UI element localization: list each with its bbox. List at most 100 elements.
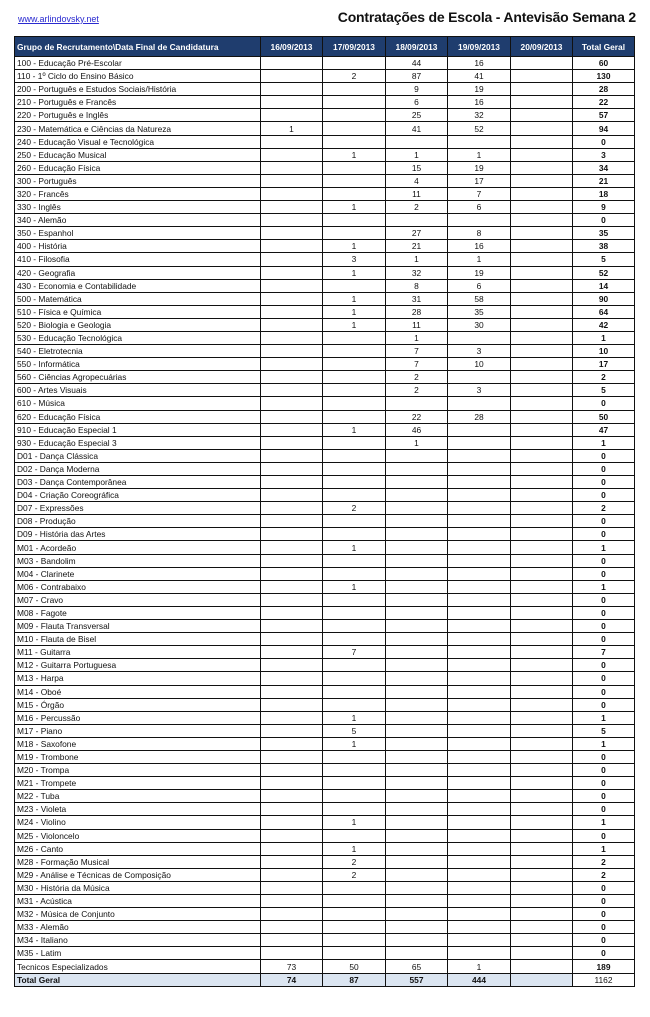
table-row: M17 - Piano 5 5 (14, 723, 635, 738)
value-cell: 3 (447, 344, 511, 359)
value-cell: 35 (447, 304, 511, 319)
value-cell (510, 710, 573, 725)
value-cell (260, 527, 323, 542)
value-cell (322, 226, 386, 241)
group-name-cell: 520 - Biologia e Geologia (14, 317, 261, 332)
value-cell (260, 776, 323, 791)
value-cell (447, 749, 511, 765)
table-row: Tecnicos Especializados 73 50 65 1 189 (14, 959, 635, 974)
table-row: D02 - Dança Moderna 0 (14, 461, 635, 477)
value-cell (447, 605, 511, 621)
value-cell (447, 632, 511, 647)
table-row: 220 - Português e Inglês 25 32 57 (14, 108, 635, 123)
site-link[interactable]: www.arlindovsky.net (18, 14, 99, 24)
group-name-cell: 320 - Francês (14, 186, 261, 202)
value-cell (510, 828, 573, 843)
value-cell (260, 186, 323, 202)
total-cell: 60 (572, 55, 635, 71)
value-cell (260, 252, 323, 267)
value-cell (322, 697, 386, 712)
total-cell: 0 (572, 789, 635, 804)
group-name-cell: M32 - Música de Conjunto (14, 907, 261, 922)
value-cell (510, 121, 573, 136)
value-cell (385, 645, 448, 660)
grand-total-row: Total Geral 74 87 557 444 1162 (14, 972, 635, 987)
value-cell (260, 671, 323, 686)
group-name-cell: 260 - Educação Física (14, 160, 261, 175)
group-name-cell: Total Geral (14, 972, 261, 987)
value-cell: 32 (385, 265, 448, 280)
value-cell (260, 658, 323, 673)
value-cell (260, 880, 323, 896)
group-name-cell: M17 - Piano (14, 723, 261, 738)
table-row: 260 - Educação Física 15 19 34 (14, 160, 635, 175)
table-row: 200 - Português e Estudos Sociais/Histór… (14, 82, 635, 97)
value-cell (510, 291, 573, 306)
group-name-cell: D04 - Criação Coreográfica (14, 488, 261, 503)
value-cell (447, 723, 511, 738)
total-cell: 0 (572, 697, 635, 712)
value-cell (447, 946, 511, 961)
value-cell: 16 (447, 95, 511, 110)
total-cell: 0 (572, 907, 635, 922)
value-cell (385, 514, 448, 529)
total-cell: 0 (572, 619, 635, 634)
value-cell: 11 (385, 317, 448, 332)
group-name-cell: M11 - Guitarra (14, 645, 261, 660)
value-cell (510, 278, 573, 293)
value-cell (510, 671, 573, 686)
value-cell (447, 893, 511, 909)
value-cell (510, 933, 573, 948)
table-row: 300 - Português 4 17 21 (14, 173, 635, 188)
value-cell (260, 422, 323, 437)
value-cell: 25 (385, 108, 448, 123)
value-cell (510, 763, 573, 778)
value-cell (510, 134, 573, 149)
total-cell: 94 (572, 121, 635, 136)
table-row: M23 - Violeta 0 (14, 802, 635, 817)
value-cell (260, 867, 323, 882)
group-name-cell: M01 - Acordeão (14, 540, 261, 555)
value-cell: 1 (447, 959, 511, 974)
total-cell: 0 (572, 946, 635, 961)
value-cell (260, 370, 323, 385)
group-name-cell: M03 - Bandolim (14, 553, 261, 568)
table-row: D08 - Produção 0 (14, 514, 635, 529)
value-cell (510, 448, 573, 463)
table-row: M07 - Cravo 0 (14, 592, 635, 607)
value-cell (322, 946, 386, 961)
group-name-cell: M34 - Italiano (14, 933, 261, 948)
value-cell (510, 226, 573, 241)
value-cell (322, 383, 386, 398)
value-cell (322, 514, 386, 529)
total-cell: 5 (572, 723, 635, 738)
value-cell: 7 (322, 645, 386, 660)
value-cell (322, 684, 386, 699)
table-row: 560 - Ciências Agropecuárias 2 2 (14, 370, 635, 385)
total-cell: 9 (572, 200, 635, 215)
value-cell (260, 291, 323, 306)
total-cell: 0 (572, 671, 635, 686)
group-name-cell: M12 - Guitarra Portuguesa (14, 658, 261, 673)
group-name-cell: M28 - Formação Musical (14, 854, 261, 869)
value-cell (385, 710, 448, 725)
value-cell (510, 147, 573, 162)
value-cell: 46 (385, 422, 448, 437)
value-cell (260, 357, 323, 372)
value-cell (447, 527, 511, 542)
value-cell (510, 82, 573, 97)
table-row: D07 - Expressões 2 2 (14, 501, 635, 516)
group-name-cell: D08 - Produção (14, 514, 261, 529)
value-cell (385, 789, 448, 804)
value-cell (322, 527, 386, 542)
group-name-cell: 200 - Português e Estudos Sociais/Histór… (14, 82, 261, 97)
value-cell (260, 619, 323, 634)
value-cell: 2 (322, 854, 386, 869)
value-cell (385, 619, 448, 634)
value-cell (322, 160, 386, 175)
group-name-cell: 510 - Física e Química (14, 304, 261, 319)
value-cell: 1 (385, 147, 448, 162)
total-cell: 2 (572, 501, 635, 516)
value-cell: 6 (447, 278, 511, 293)
value-cell (260, 632, 323, 647)
